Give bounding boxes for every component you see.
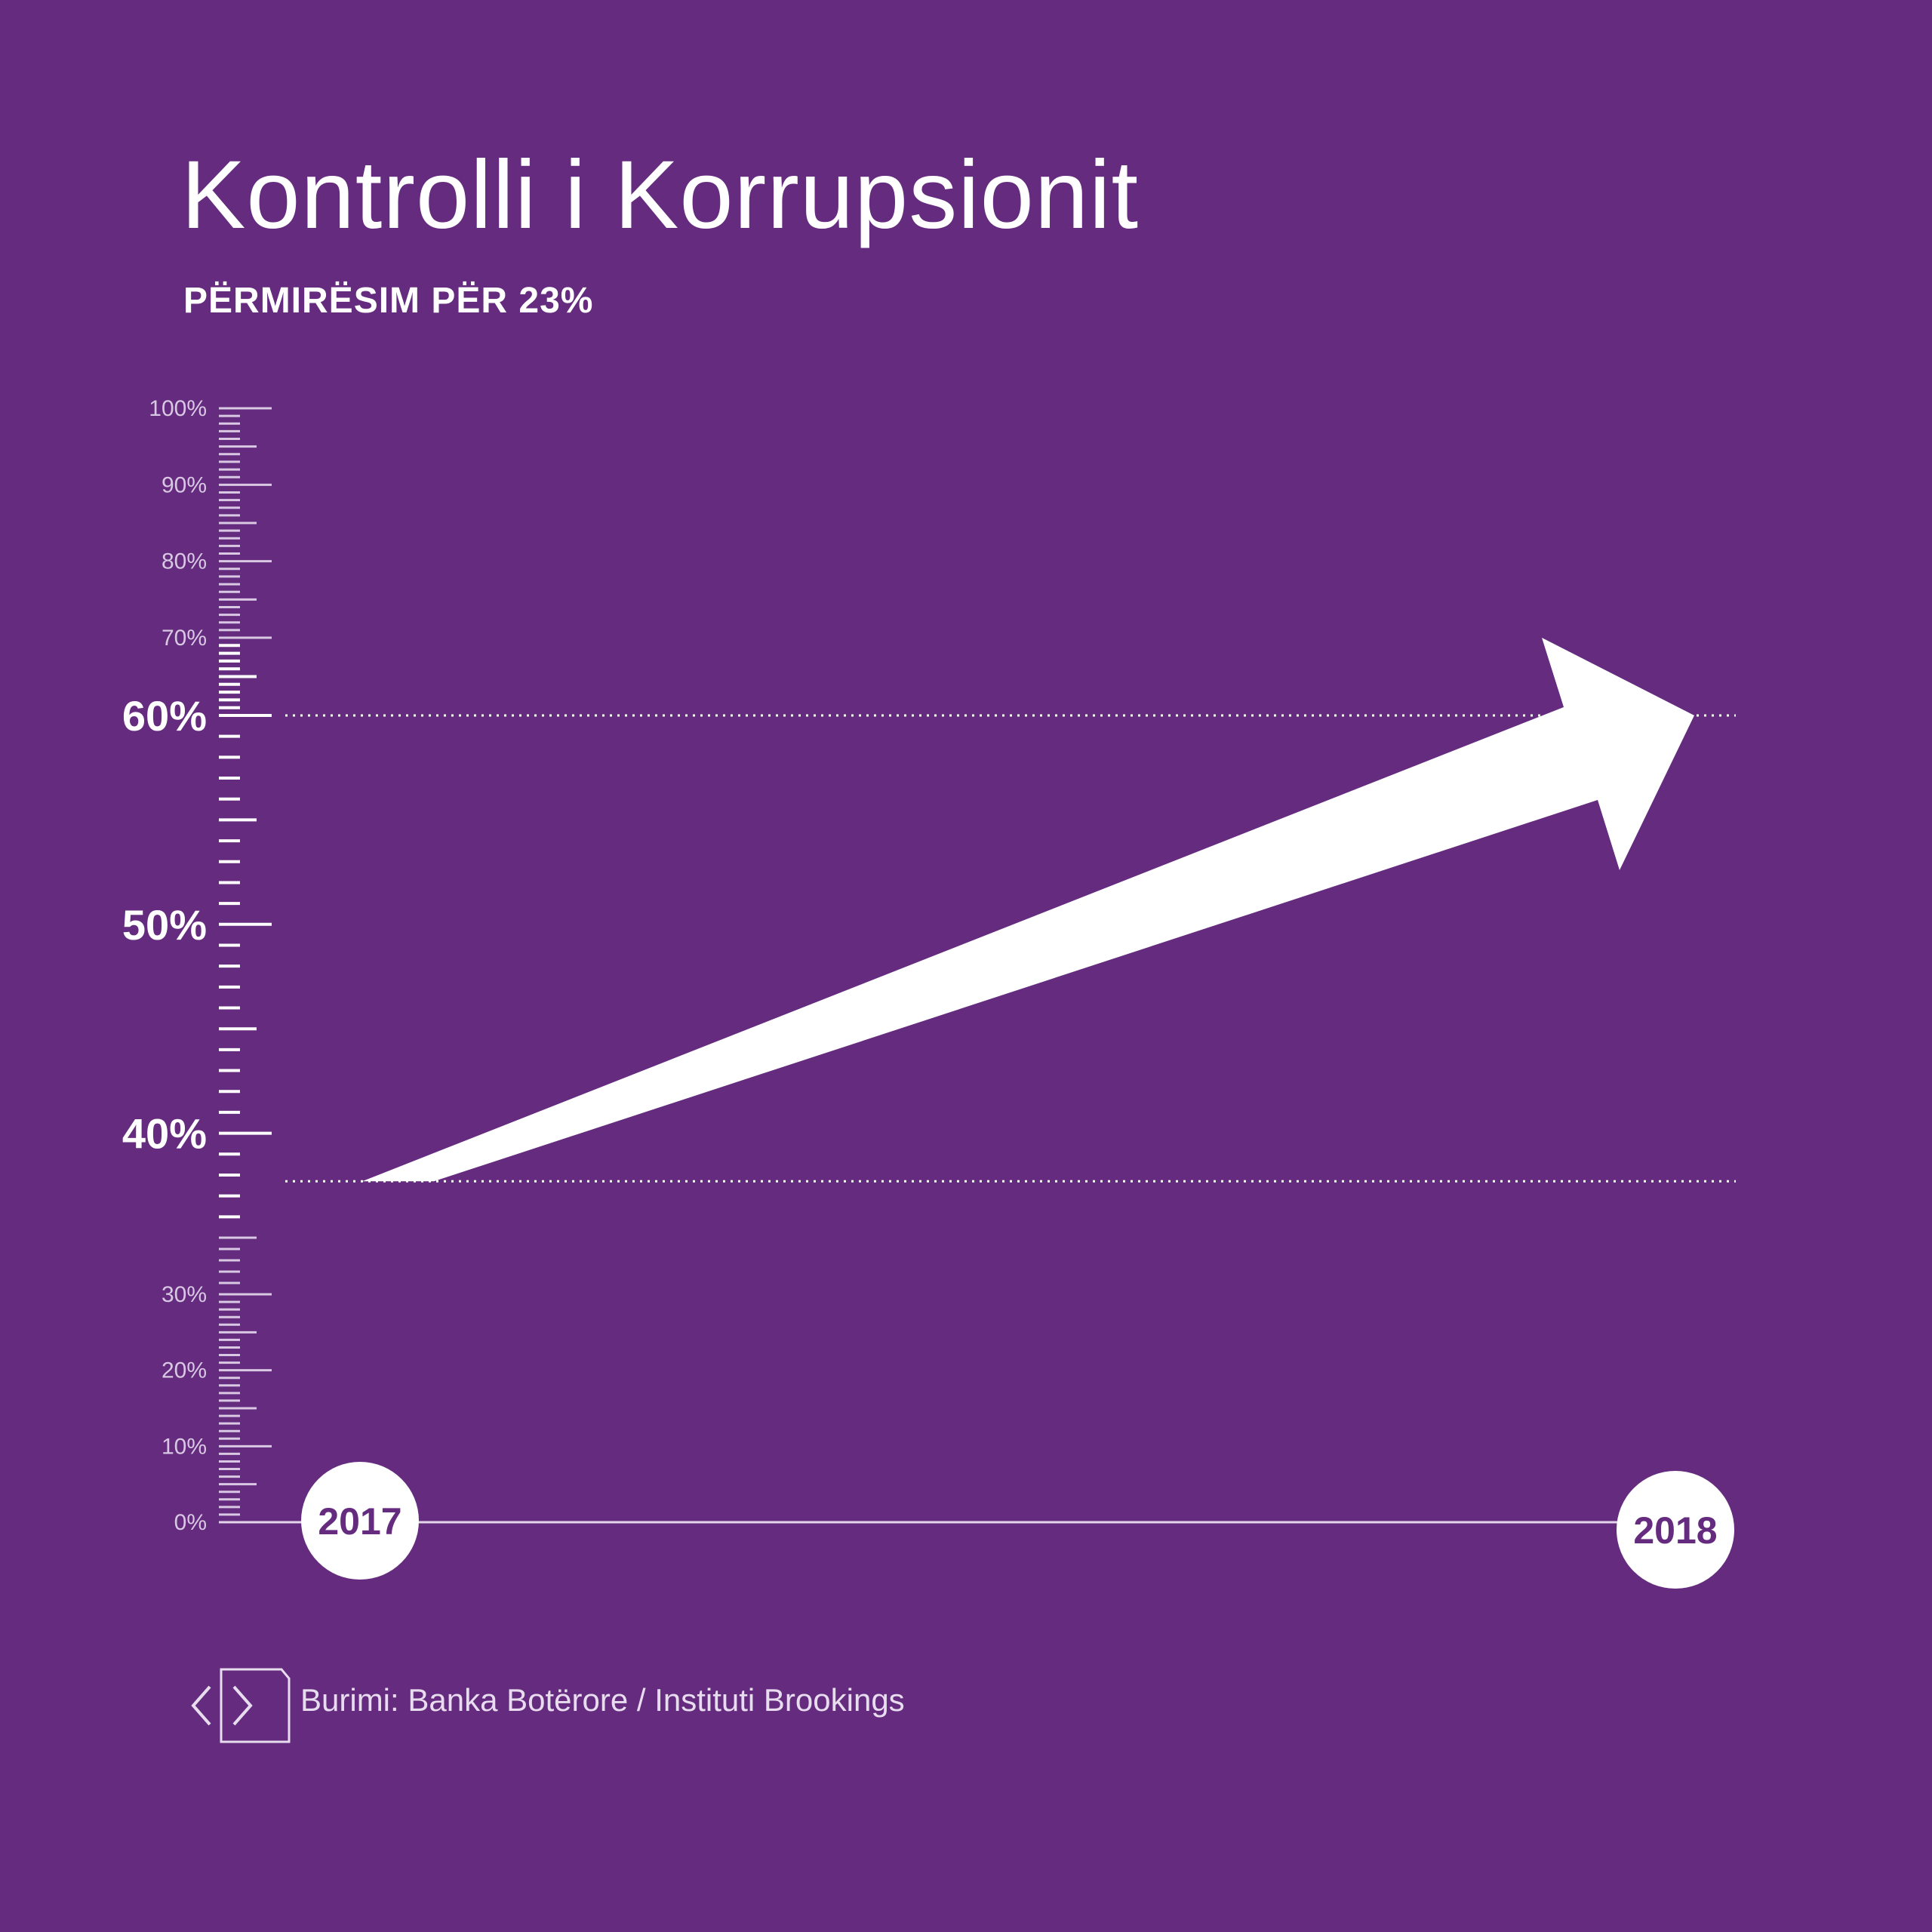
x-tick-label: 2017 bbox=[318, 1500, 401, 1543]
y-tick-label: 10% bbox=[162, 1434, 207, 1459]
y-tick-label: 30% bbox=[162, 1282, 207, 1307]
y-tick-label-major: 50% bbox=[122, 901, 207, 949]
trend-arrow bbox=[362, 638, 1694, 1182]
y-tick-label: 70% bbox=[162, 626, 207, 651]
y-tick-label: 100% bbox=[149, 396, 207, 421]
source-text: Burimi: Banka Botërore / Instituti Brook… bbox=[300, 1682, 905, 1718]
y-tick-label: 90% bbox=[162, 472, 207, 497]
code-document-icon bbox=[191, 1668, 291, 1743]
y-tick-label-major: 60% bbox=[122, 692, 207, 740]
y-tick-label: 20% bbox=[162, 1358, 207, 1383]
y-tick-label: 0% bbox=[174, 1510, 207, 1535]
year-marker bbox=[1617, 1471, 1734, 1589]
x-tick-label: 2018 bbox=[1633, 1509, 1717, 1552]
chart-title: Kontrolli i Korrupsionit bbox=[181, 141, 1139, 249]
chart-subtitle: PËRMIRËSIM PËR 23% bbox=[183, 281, 594, 321]
y-tick-label: 80% bbox=[162, 549, 207, 574]
year-marker bbox=[301, 1462, 419, 1580]
y-tick-label-major: 40% bbox=[122, 1110, 207, 1158]
